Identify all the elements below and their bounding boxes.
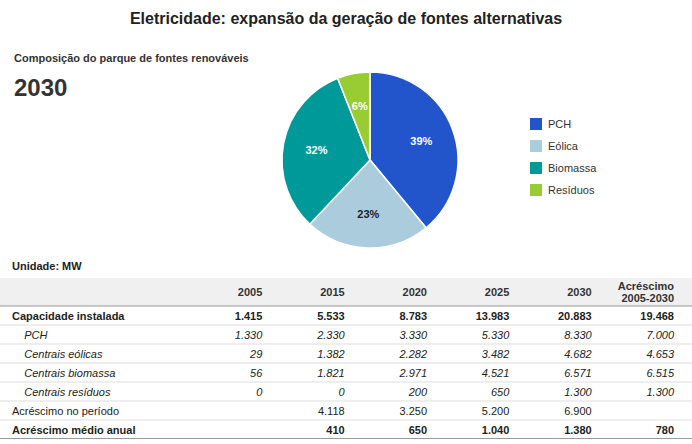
table-cell: 650 [409, 424, 427, 436]
row-divider [0, 344, 692, 345]
table-cell: 780 [656, 424, 674, 436]
table-cell: 13.983 [476, 310, 510, 322]
column-header: Acréscimo2005-2030 [618, 280, 675, 304]
table-cell: 8.330 [564, 329, 592, 341]
row-divider [0, 306, 692, 307]
table-header-bg [0, 278, 692, 306]
table-cell: 4.521 [482, 367, 510, 379]
table-cell: 5.330 [482, 329, 510, 341]
table-cell: 7.000 [646, 329, 674, 341]
table-cell: 2.282 [398, 348, 427, 360]
legend-label: Resíduos [548, 184, 595, 196]
table-cell: 20.883 [558, 310, 592, 322]
table-cell: 1.382 [317, 348, 345, 360]
table: 2005 2015 2020 2025 2030 Acréscimo2005-2030 Ca… [0, 278, 692, 439]
chart: Eletricidade: expansão da geração de fon… [0, 0, 692, 444]
table-cell: 4.653 [646, 348, 674, 360]
table-cell: 410 [326, 424, 344, 436]
legend-item: Biomassa [530, 162, 597, 174]
row-divider [0, 325, 692, 326]
row-divider [0, 401, 692, 402]
legend-label: PCH [548, 118, 571, 130]
data-label: 32% [305, 144, 327, 156]
row-label: Acréscimo médio anual [12, 424, 136, 436]
annotation: 2030 [14, 74, 67, 101]
data-label: 6% [352, 100, 368, 112]
table-cell: 2.971 [398, 367, 427, 379]
table-cell: 0 [339, 386, 346, 398]
table-cell: 1.415 [235, 310, 263, 322]
data-label: 23% [357, 208, 379, 220]
row-divider [0, 382, 692, 383]
table-cell: 3.330 [399, 329, 427, 341]
pie-slice [338, 72, 370, 160]
subtitle: Composição do parque de fontes renovávei… [14, 52, 249, 64]
pie [282, 72, 458, 248]
table-cell: 4.682 [564, 348, 592, 360]
legend-item: PCH [530, 118, 571, 130]
table-cell: 6.515 [646, 367, 674, 379]
legend-swatch [530, 140, 542, 152]
row-label: Capacidade instalada [12, 310, 125, 322]
table-cell: 0 [256, 386, 263, 398]
table-cell: 8.783 [399, 310, 427, 322]
column-header: 2030 [567, 286, 591, 298]
table-cell: 3.250 [399, 405, 427, 417]
table-cell: 200 [408, 386, 428, 398]
table-cell: 5.533 [317, 310, 345, 322]
table-title: Unidade: MW [12, 260, 82, 272]
column-header: 2020 [403, 286, 427, 298]
table-cell: 6.571 [564, 367, 592, 379]
row-label: PCH [12, 329, 48, 341]
row-label: Acréscimo no período [12, 405, 119, 417]
table-cell: 1.821 [317, 367, 345, 379]
column-header: 2015 [320, 286, 344, 298]
legend-item: Eólica [530, 140, 579, 152]
column-header: 2025 [485, 286, 509, 298]
legend-swatch [530, 118, 542, 130]
table-cell: 4.118 [318, 405, 345, 417]
table-cell: 650 [491, 386, 510, 398]
table-cell: 2.330 [316, 329, 345, 341]
row-label: Centrais eólicas [12, 348, 103, 360]
table-cell: 19.468 [640, 310, 674, 322]
title: Eletricidade: expansão da geração de fon… [130, 10, 562, 27]
table-cell: 1.300 [646, 386, 674, 398]
legend: PCH Eólica Biomassa Resíduos [530, 118, 597, 196]
table-cell: 1.300 [564, 386, 592, 398]
data-labels: 39% 23% 32% 6% [305, 100, 432, 220]
table-cell: 3.482 [482, 348, 510, 360]
data-label: 39% [410, 135, 432, 147]
table-cell: 6.900 [564, 405, 592, 417]
legend-label: Biomassa [548, 162, 597, 174]
table-cell: 1.330 [235, 329, 263, 341]
legend-swatch [530, 184, 542, 196]
pie-slice [282, 78, 370, 224]
legend-swatch [530, 162, 542, 174]
table-cell: 29 [249, 348, 262, 360]
table-cell: 5.200 [482, 405, 510, 417]
column-header: 2005 [238, 286, 262, 298]
legend-item: Resíduos [530, 184, 595, 196]
row-divider [0, 363, 692, 364]
table-cell: 1.040 [482, 424, 510, 436]
row-label: Centrais resíduos [12, 386, 111, 398]
row-divider [0, 438, 692, 439]
table-cell: 56 [250, 367, 263, 379]
row-divider [0, 420, 692, 421]
legend-label: Eólica [548, 140, 579, 152]
table-cell: 1.380 [564, 424, 592, 436]
row-label: Centrais biomassa [12, 367, 115, 379]
